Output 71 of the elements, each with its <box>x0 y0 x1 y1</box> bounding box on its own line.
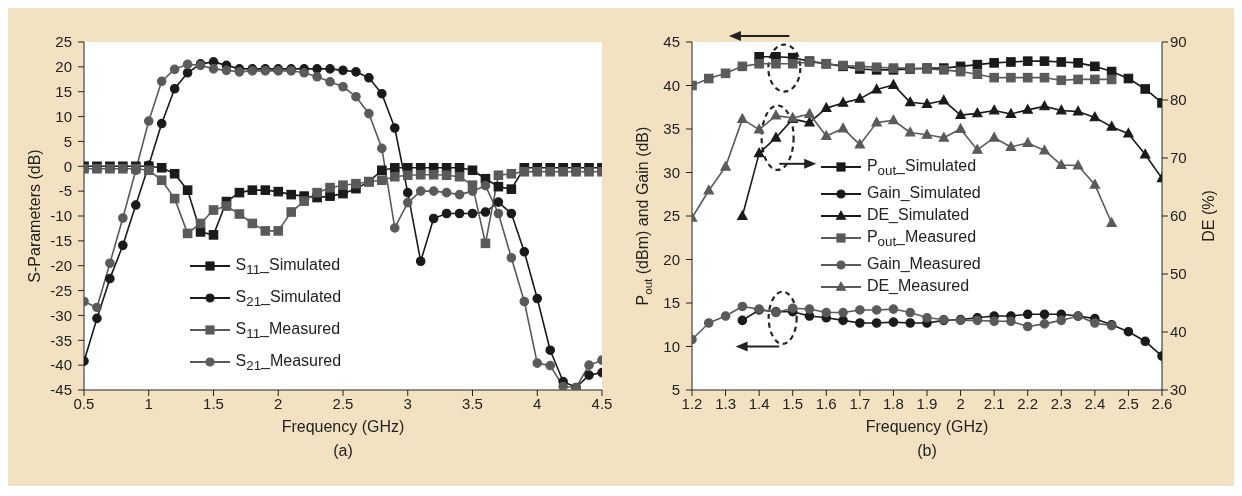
y-tick-label: 20 <box>663 250 680 268</box>
y2-tick-label: 70 <box>1170 149 1187 167</box>
legend-label: S$_{11}$_Measured <box>235 320 341 342</box>
x-tick-label: 1.2 <box>681 394 703 412</box>
y-tick-label: -45 <box>50 381 72 399</box>
y-tick-label: -10 <box>50 207 72 225</box>
text: (b) <box>917 442 937 459</box>
x-tick-label: 3 <box>403 394 412 412</box>
text: (a) <box>333 442 353 459</box>
x-axis-title: Frequency (GHz) <box>865 418 989 435</box>
legend-label: DE_Measured <box>866 277 970 295</box>
x-tick-label: 2 <box>274 394 283 412</box>
x-tick-label: 2.4 <box>1084 394 1106 412</box>
y-tick-label: 0 <box>63 157 72 175</box>
y-tick-label: -40 <box>50 356 72 374</box>
y-tick-label: 25 <box>55 33 72 51</box>
legend-label: DE_Simulated <box>866 206 970 224</box>
x-tick-label: 1 <box>144 394 153 412</box>
y2-tick-label: 30 <box>1170 381 1187 399</box>
y-tick-label: -15 <box>50 232 72 250</box>
y-tick-label: 45 <box>663 33 680 51</box>
x-tick-label: 2.5 <box>1118 394 1139 412</box>
y2-tick-label: 60 <box>1170 207 1187 225</box>
y-tick-label: 35 <box>663 120 680 138</box>
x-tick-label: 1.8 <box>883 394 904 412</box>
legend-label: P$_{out}$_Simulated <box>866 157 977 179</box>
y2-tick-label: 50 <box>1170 265 1187 283</box>
x-tick-label: 2.5 <box>332 394 354 412</box>
x-tick-label: 1.7 <box>849 394 871 412</box>
legend-label: Gain_Measured <box>866 255 981 273</box>
x-tick-label: 3.5 <box>462 394 483 412</box>
y-tick-label: -5 <box>58 182 72 200</box>
y-tick-label: -35 <box>50 331 72 349</box>
y-axis-title: S-Parameters (dB) <box>25 149 43 283</box>
x-tick-label: 2.3 <box>1050 394 1072 412</box>
y2-tick-label: 40 <box>1170 323 1187 341</box>
x-axis-title: Frequency (GHz) <box>281 418 405 435</box>
y-tick-label: 10 <box>663 337 680 355</box>
legend-label: Gain_Simulated <box>866 184 981 202</box>
x-tick-label: 0.5 <box>73 394 95 412</box>
x-tick-label: 4 <box>533 394 542 412</box>
legend-label: S$_{21}$_Measured <box>235 352 342 374</box>
y2-tick-label: 80 <box>1170 91 1187 109</box>
legend-label: S$_{11}$_Simulated <box>235 255 341 277</box>
y-tick-label: 15 <box>55 83 72 101</box>
y-tick-label: -20 <box>50 257 72 275</box>
y-tick-label: -30 <box>50 306 72 324</box>
y-tick-label: 25 <box>663 207 680 225</box>
y-tick-label: 10 <box>55 107 72 125</box>
y2-tick-label: 90 <box>1170 33 1187 51</box>
x-tick-label: 1.9 <box>916 394 938 412</box>
legend-label: P$_{out}$_Measured <box>866 228 977 250</box>
x-tick-label: 1.6 <box>815 394 837 412</box>
x-tick-label: 1.3 <box>715 394 736 412</box>
x-tick-label: 1.4 <box>748 394 770 412</box>
y-tick-label: 5 <box>671 381 680 399</box>
y2-axis-title: DE (%) <box>1199 190 1217 242</box>
x-tick-label: 1.5 <box>782 394 804 412</box>
y-tick-label: 30 <box>663 163 680 181</box>
legend-label: S$_{21}$_Simulated <box>235 287 342 310</box>
x-tick-label: 4.5 <box>591 394 613 412</box>
x-tick-label: 2.6 <box>1151 394 1173 412</box>
y-tick-label: 15 <box>663 294 680 312</box>
y-tick-label: 5 <box>63 132 72 150</box>
x-tick-label: 2 <box>956 394 965 412</box>
y-tick-label: 20 <box>55 58 72 76</box>
y-tick-label: -25 <box>50 281 72 299</box>
x-tick-label: 2.2 <box>1017 394 1039 412</box>
x-tick-label: 1.5 <box>203 394 224 412</box>
y-tick-label: 40 <box>663 76 680 94</box>
x-tick-label: 2.1 <box>983 394 1005 412</box>
